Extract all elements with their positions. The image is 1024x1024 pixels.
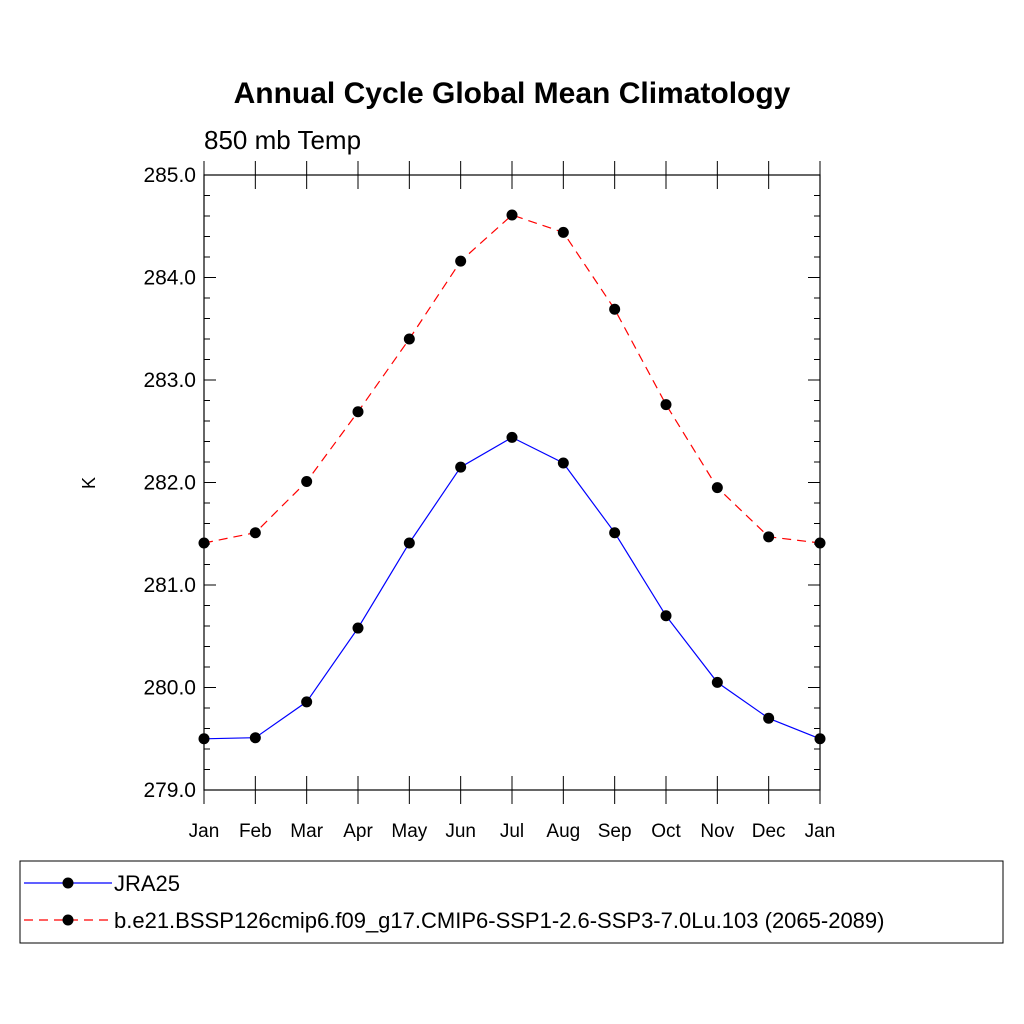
- series-2-point: [403, 333, 415, 345]
- series-1-point: [455, 461, 467, 473]
- series-2-point: [352, 406, 364, 418]
- series-2-point: [506, 209, 518, 221]
- x-tick-labels: Jan Feb Mar Apr May Jun Jul Aug Sep Oct Nov Dec Jan: [189, 821, 836, 842]
- series-line-1: [203, 436, 821, 740]
- series-1-point: [352, 622, 364, 634]
- series-1-point: [249, 732, 261, 744]
- y-tick-label: 282.0: [143, 472, 196, 495]
- series-1-point: [660, 610, 672, 622]
- x-tick-label: Feb: [239, 821, 272, 842]
- legend-label-2: b.e21.BSSP126cmip6.f09_g17.CMIP6-SSP1-2.…: [114, 908, 884, 933]
- x-tick-label: Dec: [752, 821, 786, 842]
- chart-subtitle: 850 mb Temp: [204, 125, 361, 155]
- series-2-point: [301, 475, 313, 487]
- x-tick-label: Jan: [189, 821, 220, 842]
- legend-marker-2: [62, 914, 74, 926]
- y-axis-label: K: [79, 477, 99, 489]
- series-2-point: [557, 226, 569, 238]
- x-tick-label: Nov: [700, 821, 734, 842]
- y-tick-label: 281.0: [143, 574, 196, 597]
- series-1-point: [609, 527, 621, 539]
- chart-title: Annual Cycle Global Mean Climatology: [234, 77, 791, 110]
- x-tick-label: Jul: [500, 821, 524, 842]
- axis-ticks: [203, 161, 821, 804]
- y-tick-label: 279.0: [143, 779, 196, 802]
- legend-marker-1: [62, 877, 74, 889]
- plot-series: [198, 209, 826, 745]
- series-1-point: [763, 712, 775, 724]
- legend-label-1: JRA25: [114, 871, 180, 896]
- series-2-point: [455, 255, 467, 267]
- x-tick-label: Apr: [343, 821, 373, 842]
- x-tick-label: May: [391, 821, 427, 842]
- x-tick-label: Mar: [290, 821, 323, 842]
- x-tick-label: Oct: [651, 821, 681, 842]
- x-tick-label: Aug: [546, 821, 580, 842]
- series-2-point: [660, 399, 672, 411]
- series-1-point: [301, 696, 313, 708]
- legend-entries: JRA25 b.e21.BSSP126cmip6.f09_g17.CMIP6-SS…: [24, 871, 884, 933]
- legend: [19, 860, 1004, 944]
- series-1-point: [557, 457, 569, 469]
- series-line-2: [203, 214, 821, 544]
- series-1-point: [506, 431, 518, 443]
- plot-frame: [203, 174, 821, 791]
- series-1-point: [403, 537, 415, 549]
- series-2-point: [249, 527, 261, 539]
- x-tick-label: Jun: [445, 821, 476, 842]
- y-tick-label: 284.0: [143, 267, 196, 290]
- series-2-point: [609, 303, 621, 315]
- y-tick-labels: 279.0 280.0 281.0 282.0 283.0 284.0 285.0: [143, 164, 196, 802]
- y-tick-label: 283.0: [143, 369, 196, 392]
- y-tick-label: 280.0: [143, 677, 196, 700]
- series-1-point: [711, 676, 723, 688]
- y-tick-label: 285.0: [143, 164, 196, 187]
- series-2-point: [711, 482, 723, 494]
- x-tick-label: Sep: [598, 821, 632, 842]
- x-tick-label: Jan: [805, 821, 836, 842]
- series-2-point: [763, 531, 775, 543]
